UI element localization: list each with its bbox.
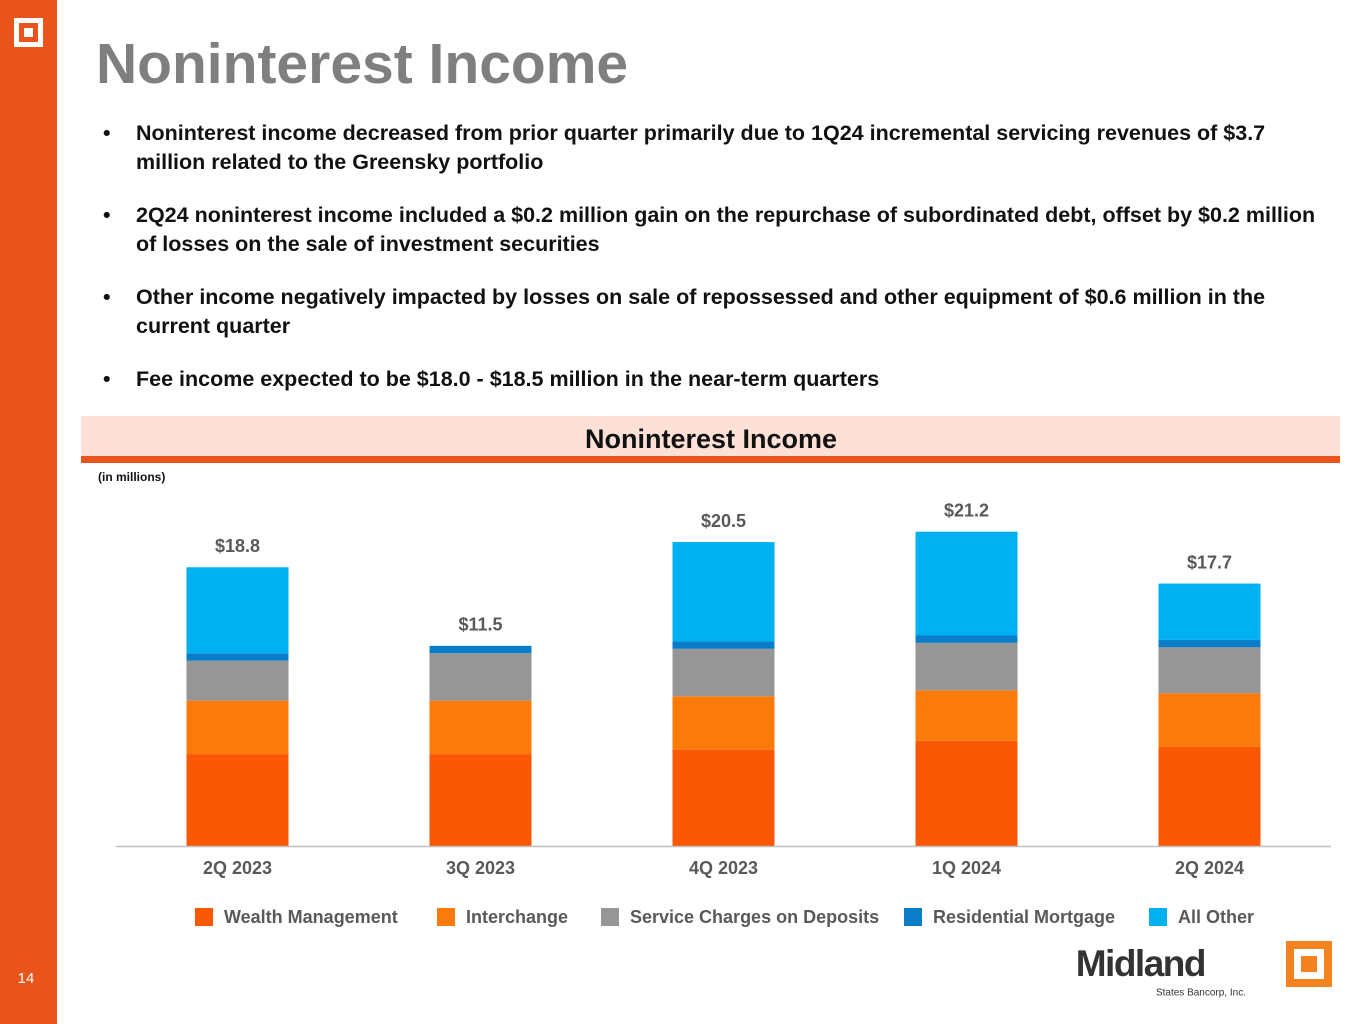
total-label: $20.5 — [701, 511, 746, 531]
bar-segment — [186, 660, 289, 701]
bar-segment — [429, 653, 532, 701]
total-label: $21.2 — [944, 500, 989, 520]
total-label: $18.8 — [215, 536, 260, 556]
legend-label: Wealth Management — [224, 907, 398, 927]
legend-swatch — [195, 908, 213, 926]
chart-title: Noninterest Income — [585, 424, 837, 454]
bar-segment — [1158, 583, 1261, 640]
chart-header-rule — [81, 456, 1340, 463]
bar-segment — [672, 542, 775, 642]
bar-segment — [186, 754, 289, 846]
bullet: Noninterest income decreased from prior … — [103, 119, 1326, 177]
legend-label: All Other — [1178, 907, 1254, 927]
bar-segment — [1158, 647, 1261, 694]
bar-segment — [915, 690, 1018, 741]
side-band — [0, 0, 57, 1024]
plot-area — [186, 531, 1261, 846]
slide-title: Noninterest Income — [96, 32, 628, 96]
bar-segment — [429, 754, 532, 846]
bar-segment — [1158, 746, 1261, 846]
logo-icon — [1301, 956, 1317, 972]
bar-segment — [915, 740, 1018, 846]
logo-tagline: States Bancorp, Inc. — [1156, 988, 1246, 999]
x-tick-label: 3Q 2023 — [446, 858, 515, 878]
bar-segment — [672, 641, 775, 649]
legend-label: Service Charges on Deposits — [630, 907, 879, 927]
bar-segment — [1158, 639, 1261, 648]
bar-segment — [429, 700, 532, 755]
x-tick-label: 4Q 2023 — [689, 858, 758, 878]
chart-subtitle: (in millions) — [98, 470, 165, 484]
bar-segment — [672, 648, 775, 697]
legend-swatch — [904, 908, 922, 926]
x-tick-label: 2Q 2024 — [1175, 858, 1244, 878]
bar-segment — [1158, 693, 1261, 747]
bar-segment — [186, 700, 289, 755]
bar-segment — [915, 642, 1018, 691]
logo-icon — [24, 28, 33, 37]
bullet: Other income negatively impacted by loss… — [103, 283, 1326, 341]
x-tick-label: 1Q 2024 — [932, 858, 1001, 878]
bullet: 2Q24 noninterest income included a $0.2 … — [103, 201, 1326, 259]
bar-segment — [915, 531, 1018, 636]
bullet: Fee income expected to be $18.0 - $18.5 … — [103, 365, 1326, 394]
legend-label: Interchange — [466, 907, 568, 927]
bar-segment — [186, 567, 289, 654]
chart-header — [81, 416, 1340, 458]
bar-segment — [672, 696, 775, 750]
legend-label: Residential Mortgage — [933, 907, 1115, 927]
bar-segment — [186, 653, 289, 661]
total-label: $17.7 — [1187, 552, 1232, 572]
logo-name: Midland — [1076, 943, 1205, 984]
legend-swatch — [1149, 908, 1167, 926]
bar-segment — [672, 749, 775, 846]
legend-swatch — [437, 908, 455, 926]
page-number: 14 — [18, 970, 35, 987]
bar-segment — [429, 645, 532, 654]
legend-swatch — [601, 908, 619, 926]
x-tick-label: 2Q 2023 — [203, 858, 272, 878]
total-label: $11.5 — [458, 615, 502, 635]
bar-segment — [915, 635, 1018, 643]
